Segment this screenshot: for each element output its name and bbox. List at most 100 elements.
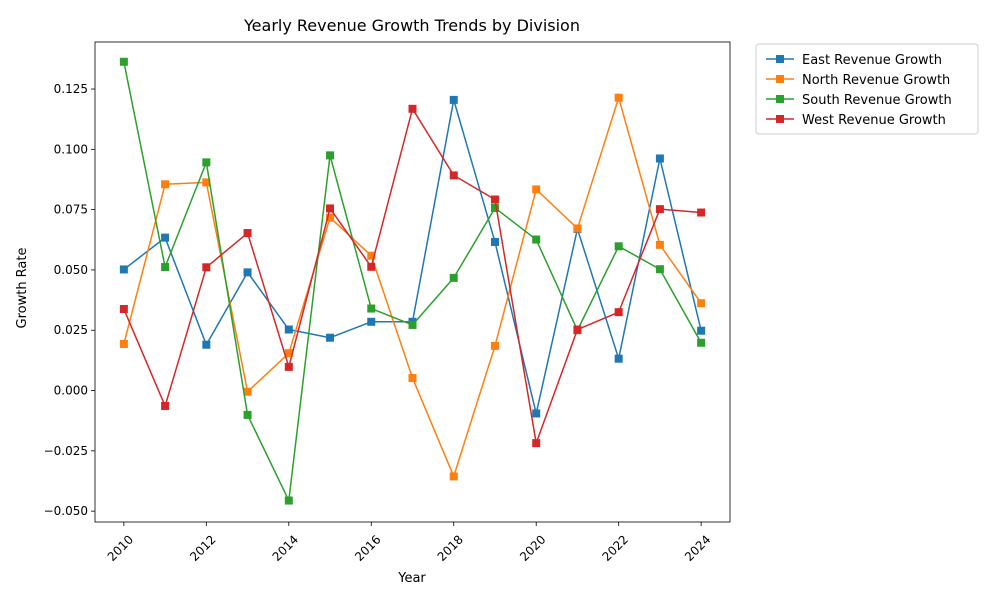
data-point xyxy=(284,496,293,505)
x-tick-label: 2018 xyxy=(435,532,466,563)
data-point xyxy=(326,151,335,160)
data-point xyxy=(449,171,458,180)
data-point xyxy=(655,240,664,249)
data-point xyxy=(284,349,293,358)
data-point xyxy=(490,195,499,204)
y-tick-label: 0.025 xyxy=(54,323,88,337)
series-2 xyxy=(119,93,706,481)
data-point xyxy=(532,185,541,194)
data-point xyxy=(367,317,376,326)
data-point xyxy=(326,333,335,342)
x-tick-label: 2010 xyxy=(105,532,136,563)
data-point xyxy=(614,354,623,363)
legend-label: East Revenue Growth xyxy=(802,53,942,68)
series-4 xyxy=(119,104,706,448)
data-point xyxy=(449,95,458,104)
chart-title: Yearly Revenue Growth Trends by Division xyxy=(243,16,580,35)
x-tick-label: 2012 xyxy=(187,532,218,563)
legend-marker xyxy=(776,75,784,83)
data-point xyxy=(449,472,458,481)
series-line xyxy=(123,61,702,502)
y-tick-label: −0.050 xyxy=(44,504,88,518)
data-point xyxy=(161,401,170,410)
data-point xyxy=(202,178,211,187)
data-point xyxy=(243,410,252,419)
data-point xyxy=(367,304,376,313)
data-point xyxy=(573,224,582,233)
data-point xyxy=(655,154,664,163)
data-point xyxy=(532,439,541,448)
y-tick-label: 0.000 xyxy=(54,384,88,398)
legend-item: North Revenue Growth xyxy=(766,73,950,88)
x-axis-label: Year xyxy=(397,571,426,586)
data-point xyxy=(326,213,335,222)
legend-box xyxy=(755,43,979,135)
y-axis: −0.050 −0.025 0.000 0.025 0.050 0.075 0.100 0.1… xyxy=(44,82,95,518)
legend-item: West Revenue Growth xyxy=(766,113,946,128)
data-point xyxy=(449,273,458,282)
x-tick-label: 2014 xyxy=(270,532,301,563)
data-point xyxy=(202,158,211,167)
data-point xyxy=(161,233,170,242)
data-point xyxy=(573,325,582,334)
legend-item: East Revenue Growth xyxy=(766,53,942,68)
data-point xyxy=(490,237,499,246)
legend-marker xyxy=(776,115,784,123)
legend-label: West Revenue Growth xyxy=(802,113,946,128)
data-point xyxy=(532,235,541,244)
data-point xyxy=(119,339,128,348)
plot-area xyxy=(94,41,731,523)
y-tick-label: 0.050 xyxy=(54,263,88,277)
data-point xyxy=(119,305,128,314)
data-point xyxy=(408,104,417,113)
data-point xyxy=(161,263,170,272)
series-line xyxy=(123,96,702,478)
data-point xyxy=(655,205,664,214)
data-point xyxy=(532,409,541,418)
series-line xyxy=(123,99,702,415)
plot-frame xyxy=(94,41,731,523)
legend-marker xyxy=(776,55,784,63)
data-point xyxy=(490,341,499,350)
series-line xyxy=(123,108,702,444)
data-point xyxy=(697,326,706,335)
data-point xyxy=(614,242,623,251)
data-point xyxy=(408,320,417,329)
data-point xyxy=(202,263,211,272)
data-point xyxy=(243,268,252,277)
y-tick-label: 0.125 xyxy=(54,82,88,96)
data-point xyxy=(697,338,706,347)
data-point xyxy=(243,229,252,238)
data-point xyxy=(202,340,211,349)
x-tick-label: 2020 xyxy=(517,532,548,563)
x-tick-label: 2016 xyxy=(352,532,383,563)
legend-label: North Revenue Growth xyxy=(802,73,950,88)
y-tick-label: 0.075 xyxy=(54,203,88,217)
x-axis: 2010 2012 2014 2016 2018 2020 2022 2024 xyxy=(105,522,713,564)
x-tick-label: 2024 xyxy=(682,532,713,563)
legend: East Revenue Growth North Revenue Growth S… xyxy=(755,43,979,135)
y-tick-label: −0.025 xyxy=(44,444,88,458)
data-point xyxy=(119,57,128,66)
series-3 xyxy=(119,57,706,505)
legend-label: South Revenue Growth xyxy=(802,93,952,108)
data-point xyxy=(490,203,499,212)
data-point xyxy=(284,362,293,371)
y-tick-label: 0.100 xyxy=(54,142,88,156)
data-point xyxy=(614,308,623,317)
data-point xyxy=(243,387,252,396)
data-point xyxy=(655,265,664,274)
data-point xyxy=(326,204,335,213)
data-point xyxy=(119,265,128,274)
series-1 xyxy=(119,95,706,418)
data-point xyxy=(408,374,417,382)
data-point xyxy=(614,93,623,102)
y-axis-label: Growth Rate xyxy=(15,248,30,329)
data-point xyxy=(367,262,376,271)
data-point xyxy=(284,325,293,334)
x-tick-label: 2022 xyxy=(600,532,631,563)
data-point xyxy=(697,208,706,217)
legend-marker xyxy=(776,95,784,103)
data-point xyxy=(697,299,706,308)
